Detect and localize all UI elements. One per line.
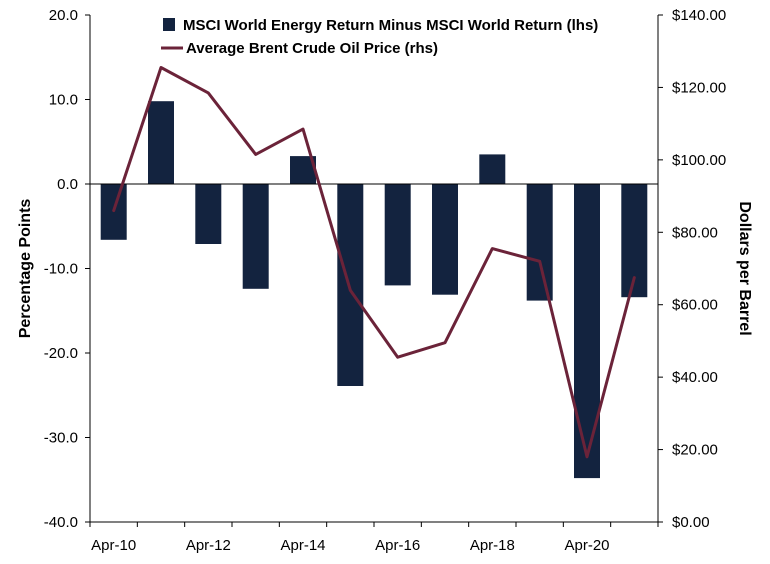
legend-line-label: Average Brent Crude Oil Price (rhs) xyxy=(186,40,438,57)
left-tick-label: -20.0 xyxy=(44,345,78,362)
legend-bar-label: MSCI World Energy Return Minus MSCI Worl… xyxy=(183,17,598,34)
bar-Apr-20 xyxy=(574,184,600,478)
right-tick-label: $120.00 xyxy=(672,79,726,96)
bar-Apr-13 xyxy=(243,184,269,289)
right-tick-label: $0.00 xyxy=(672,514,710,531)
x-tick-label: Apr-14 xyxy=(280,537,325,554)
right-tick-label: $40.00 xyxy=(672,369,718,386)
bar-Apr-19 xyxy=(527,184,553,301)
right-tick-label: $140.00 xyxy=(672,7,726,24)
bar-Apr-16 xyxy=(385,184,411,285)
left-tick-label: 0.0 xyxy=(57,176,78,193)
x-tick-label: Apr-12 xyxy=(186,537,231,554)
left-axis-title: Percentage Points xyxy=(17,199,34,339)
right-axis-title: Dollars per Barrel xyxy=(736,201,753,335)
bar-Apr-17 xyxy=(432,184,458,295)
x-tick-label: Apr-16 xyxy=(375,537,420,554)
right-tick-label: $60.00 xyxy=(672,297,718,314)
x-tick-label: Apr-10 xyxy=(91,537,136,554)
x-tick-label: Apr-18 xyxy=(470,537,515,554)
bar-Apr-18 xyxy=(479,154,505,184)
left-tick-label: -30.0 xyxy=(44,430,78,447)
legend-bar-swatch xyxy=(163,18,175,31)
right-tick-label: $80.00 xyxy=(672,224,718,241)
oil-price-line xyxy=(114,68,635,457)
left-tick-label: -40.0 xyxy=(44,514,78,531)
x-tick-label: Apr-20 xyxy=(564,537,609,554)
bar-Apr-11 xyxy=(148,101,174,184)
left-tick-label: 10.0 xyxy=(49,92,78,109)
bar-Apr-12 xyxy=(195,184,221,244)
left-tick-label: 20.0 xyxy=(49,7,78,24)
left-tick-label: -10.0 xyxy=(44,261,78,278)
right-tick-label: $100.00 xyxy=(672,152,726,169)
right-tick-label: $20.00 xyxy=(672,442,718,459)
